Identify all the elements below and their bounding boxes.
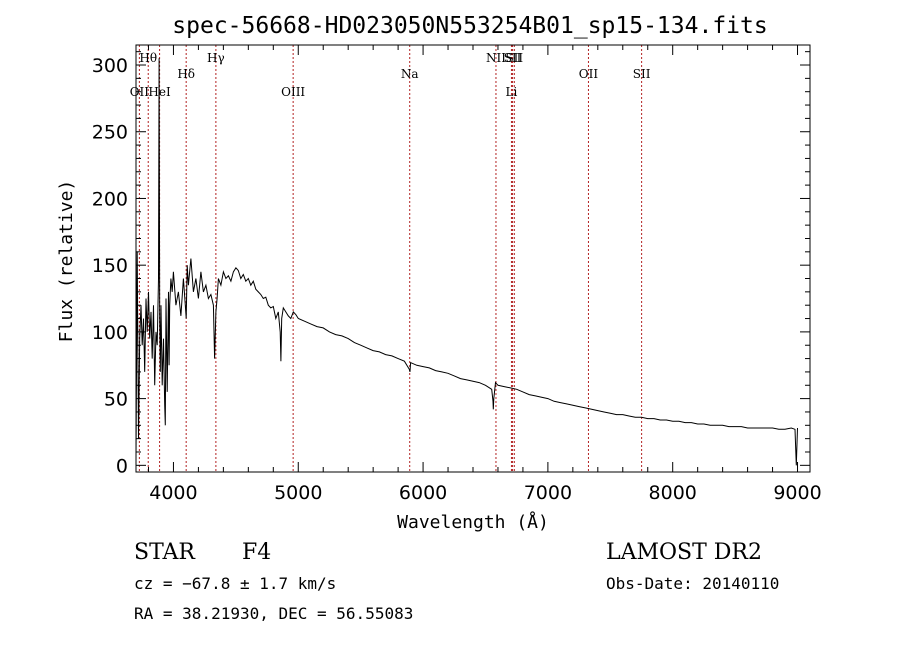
line-label-12: SII: [633, 67, 651, 81]
line-label-8: SII: [504, 51, 522, 65]
line-label-2: HeI: [148, 85, 171, 99]
survey-name: LAMOST DR2: [606, 540, 762, 565]
line-label-6: Na: [401, 67, 419, 81]
redshift-readout: cz = −67.8 ± 1.7 km/s: [134, 574, 336, 593]
x-axis-ticks: 4000 5000 6000 7000 8000 9000: [147, 45, 822, 504]
x-tick-label-0: 4000: [149, 482, 197, 504]
line-label-10: SII: [505, 51, 523, 65]
line-label-5: OIII: [281, 85, 305, 99]
x-tick-label-2: 6000: [399, 482, 447, 504]
x-axis-label: Wavelength (Å): [397, 511, 549, 533]
y-tick-label-5: 250: [92, 122, 128, 144]
x-tick-label-1: 5000: [274, 482, 322, 504]
line-label-4: Hγ: [207, 51, 225, 65]
object-type: STAR: [134, 540, 196, 565]
line-label-11: OII: [579, 67, 599, 81]
x-tick-label-4: 8000: [649, 482, 697, 504]
x-tick-label-5: 9000: [773, 482, 821, 504]
y-tick-label-1: 50: [104, 389, 128, 411]
y-tick-label-6: 300: [92, 55, 128, 77]
x-tick-label-3: 7000: [524, 482, 572, 504]
plot-frame: [135, 44, 811, 473]
y-axis-ticks: 0 50 100 150 200 250 300: [92, 51, 810, 477]
coordinates: RA = 38.21930, DEC = 56.55083: [134, 604, 413, 623]
line-label-3: Hδ: [177, 67, 195, 81]
y-tick-label-2: 100: [92, 322, 128, 344]
y-tick-label-4: 200: [92, 188, 128, 210]
line-label-7: NII: [486, 51, 506, 65]
line-label-1: Hθ: [139, 51, 157, 65]
spectral-line-markers: [138, 45, 643, 472]
y-axis-label: Flux (relative): [56, 180, 77, 343]
obs-date: Obs-Date: 20140110: [606, 574, 779, 593]
line-label-9: Li: [506, 85, 518, 99]
object-subclass: F4: [242, 540, 271, 565]
chart-title: spec-56668-HD023050N553254B01_sp15-134.f…: [172, 13, 767, 39]
y-tick-label-3: 150: [92, 255, 128, 277]
y-tick-label-0: 0: [116, 455, 128, 477]
spectrum-flux-line: [135, 58, 798, 466]
